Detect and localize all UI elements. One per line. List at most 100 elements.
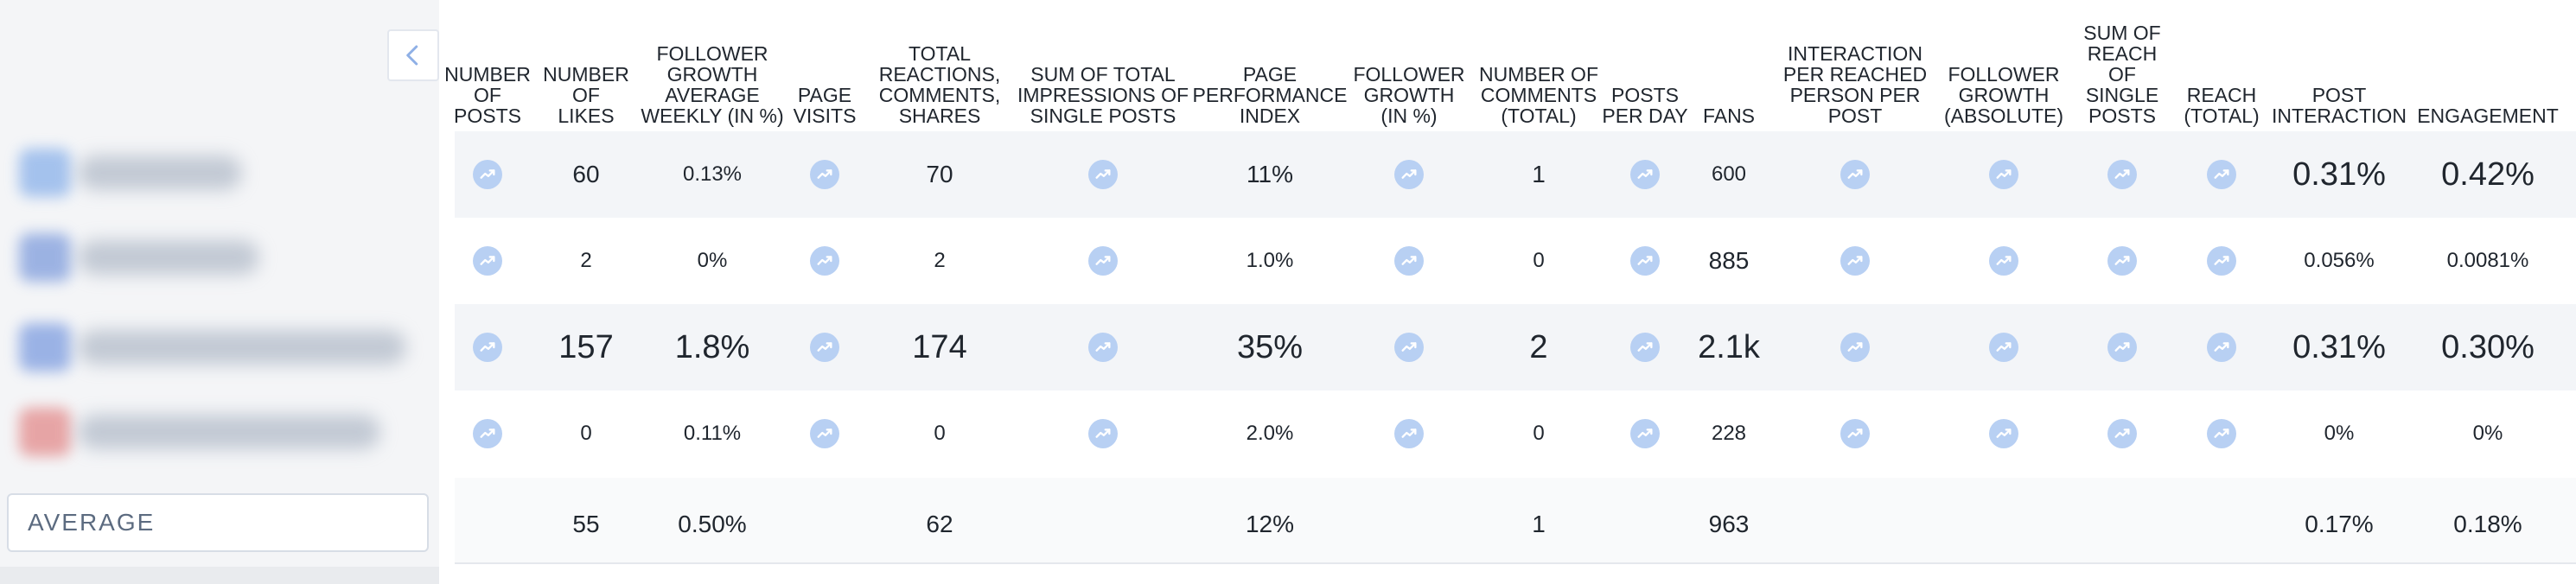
trend-chart-icon[interactable] <box>810 333 839 362</box>
trend-chart-icon[interactable] <box>1394 160 1424 189</box>
column-header-follower-growth-weekly[interactable]: FOLLOWER GROWTH AVERAGE WEEKLY (IN %) <box>641 42 784 127</box>
cell-interaction-per-reached <box>1782 131 1929 218</box>
cell-ppi: 2.0% <box>1246 422 1294 445</box>
cell-follower-growth-abs <box>1939 390 2069 477</box>
profile-row[interactable] <box>0 214 439 301</box>
column-header-post-interaction[interactable]: POST INTERACTION <box>2272 84 2407 127</box>
trend-chart-icon[interactable] <box>1088 419 1118 448</box>
cell-sum-reach <box>2075 481 2170 568</box>
trend-chart-icon[interactable] <box>810 419 839 448</box>
column-header-sum-impressions[interactable]: SUM OF TOTAL IMPRESSIONS OF SINGLE POSTS <box>1017 63 1189 127</box>
trend-chart-icon[interactable] <box>1630 246 1660 276</box>
cell-follower-growth-weekly: 0.11% <box>683 422 742 445</box>
column-header-sum-reach[interactable]: SUM OF REACH OF SINGLE POSTS <box>2083 22 2161 127</box>
cell-sum-reach <box>2075 390 2170 477</box>
sidebar-footer <box>0 567 439 584</box>
cell-likes: 157 <box>558 328 614 365</box>
column-header-likes[interactable]: NUMBER OF LIKES <box>543 63 629 127</box>
column-header-fans[interactable]: FANS <box>1702 105 1756 127</box>
cell-engagement: 0.30% <box>2441 328 2535 365</box>
cell-follower-growth-weekly: 0.50% <box>678 511 747 537</box>
trend-chart-icon[interactable] <box>1394 246 1424 276</box>
trend-chart-icon[interactable] <box>2107 333 2137 362</box>
cell-sum-reach <box>2075 304 2170 390</box>
trend-chart-icon[interactable] <box>1840 246 1870 276</box>
trend-chart-icon[interactable] <box>1840 419 1870 448</box>
collapse-sidebar-button[interactable] <box>387 29 439 81</box>
cell-engagement: 0% <box>2472 422 2503 445</box>
trend-chart-icon[interactable] <box>1394 419 1424 448</box>
cell-posts-per-day <box>1602 218 1688 304</box>
trend-chart-icon[interactable] <box>1088 333 1118 362</box>
cell-interaction-per-reached <box>1782 390 1929 477</box>
cell-comments: 2 <box>1529 328 1548 365</box>
column-header-reach-total[interactable]: REACH (TOTAL) <box>2184 84 2260 127</box>
cell-posts <box>441 390 534 477</box>
cell-posts-per-day <box>1602 304 1688 390</box>
trend-chart-icon[interactable] <box>1840 160 1870 189</box>
profile-row[interactable] <box>0 130 439 216</box>
column-header-ppi[interactable]: PAGE PERFORMANCE INDEX <box>1192 63 1348 127</box>
avatar <box>19 149 71 197</box>
trend-chart-icon[interactable] <box>2107 160 2137 189</box>
profile-name-redacted <box>78 415 380 449</box>
profile-row[interactable] <box>0 389 439 475</box>
trend-chart-icon[interactable] <box>473 246 502 276</box>
trend-chart-icon[interactable] <box>1989 246 2018 276</box>
column-header-total-reactions[interactable]: TOTAL REACTIONS, COMMENTS, SHARES <box>878 42 1001 127</box>
avatar <box>19 323 71 371</box>
trend-chart-icon[interactable] <box>1840 333 1870 362</box>
column-header-interaction-per-reached[interactable]: INTERACTION PER REACHED PERSON PER POST <box>1782 42 1928 127</box>
cell-post-interaction: 0.31% <box>2292 328 2386 365</box>
column-header-page-visits[interactable]: PAGE VISITS <box>793 84 857 127</box>
trend-chart-icon[interactable] <box>2207 246 2236 276</box>
trend-chart-icon[interactable] <box>473 333 502 362</box>
trend-chart-icon[interactable] <box>473 160 502 189</box>
trend-chart-icon[interactable] <box>1630 419 1660 448</box>
chevron-left-icon <box>406 45 418 66</box>
cell-total-reactions: 174 <box>912 328 967 365</box>
cell-follower-growth-weekly: 0% <box>697 249 728 272</box>
column-header-posts-per-day[interactable]: POSTS PER DAY <box>1602 84 1688 127</box>
trend-chart-icon[interactable] <box>1088 160 1118 189</box>
column-header-posts[interactable]: NUMBER OF POSTS <box>444 63 531 127</box>
trend-chart-icon[interactable] <box>2107 419 2137 448</box>
trend-chart-icon[interactable] <box>473 419 502 448</box>
trend-chart-icon[interactable] <box>810 246 839 276</box>
cell-total-reactions: 70 <box>926 161 953 187</box>
cell-likes: 55 <box>572 511 600 537</box>
cell-fans: 2.1k <box>1698 328 1760 365</box>
cell-posts <box>441 218 534 304</box>
trend-chart-icon[interactable] <box>2207 333 2236 362</box>
cell-sum-impressions <box>1017 218 1189 304</box>
column-header-follower-growth-pct[interactable]: FOLLOWER GROWTH (IN %) <box>1353 63 1465 127</box>
cell-engagement: 0.0081% <box>2446 249 2529 272</box>
cell-reach-total <box>2178 131 2265 218</box>
cell-fans: 600 <box>1711 162 1747 186</box>
cell-sum-impressions <box>1017 390 1189 477</box>
average-label: AVERAGE <box>7 493 429 552</box>
trend-chart-icon[interactable] <box>1989 333 2018 362</box>
trend-chart-icon[interactable] <box>1088 246 1118 276</box>
trend-chart-icon[interactable] <box>1989 160 2018 189</box>
trend-chart-icon[interactable] <box>1989 419 2018 448</box>
trend-chart-icon[interactable] <box>2207 160 2236 189</box>
cell-reach-total <box>2178 481 2265 568</box>
trend-chart-icon[interactable] <box>2107 246 2137 276</box>
column-header-engagement[interactable]: ENGAGEMENT <box>2417 105 2559 127</box>
trend-chart-icon[interactable] <box>1394 333 1424 362</box>
profile-name-redacted <box>78 156 242 190</box>
column-header-follower-growth-abs[interactable]: FOLLOWER GROWTH (ABSOLUTE) <box>1943 63 2064 127</box>
cell-comments: 1 <box>1532 161 1546 187</box>
trend-chart-icon[interactable] <box>1630 333 1660 362</box>
cell-posts <box>441 304 534 390</box>
metrics-table: NUMBER OF POSTS NUMBER OF LIKES FOLLOWER G… <box>444 0 2576 584</box>
trend-chart-icon[interactable] <box>1630 160 1660 189</box>
profile-row[interactable] <box>0 304 439 390</box>
cell-posts <box>441 131 534 218</box>
trend-chart-icon[interactable] <box>810 160 839 189</box>
cell-sum-reach <box>2075 131 2170 218</box>
trend-chart-icon[interactable] <box>2207 419 2236 448</box>
column-header-comments[interactable]: NUMBER OF COMMENTS (TOTAL) <box>1479 63 1598 127</box>
cell-sum-impressions <box>1017 131 1189 218</box>
